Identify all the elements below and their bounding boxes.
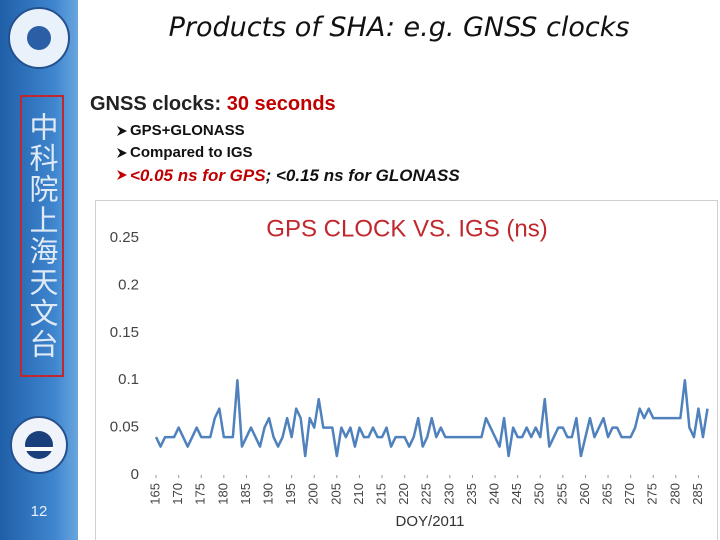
x-tick-label: 170 — [170, 483, 185, 505]
x-tick-label: 225 — [419, 483, 434, 505]
bullet-text: ; <0.15 ns for GLONASS — [265, 166, 460, 185]
x-tick-label: 185 — [238, 483, 253, 505]
chart-title: GPS CLOCK VS. IGS (ns) — [266, 215, 547, 242]
x-tick-label: 270 — [622, 483, 637, 505]
y-tick-label: 0.25 — [110, 229, 139, 246]
x-tick-label: 195 — [283, 483, 298, 505]
y-tick-label: 0.2 — [118, 276, 139, 293]
x-tick-label: 190 — [260, 483, 275, 505]
x-tick-label: 210 — [351, 483, 366, 505]
x-tick-label: 240 — [486, 483, 501, 505]
x-tick-label: 200 — [306, 483, 321, 505]
slide-title: Products of SHA: e.g. GNSS clocks — [168, 12, 630, 43]
x-tick-label: 220 — [396, 483, 411, 505]
y-tick-label: 0.1 — [118, 371, 139, 388]
x-tick-label: 215 — [373, 483, 388, 505]
x-axis-label: DOY/2011 — [396, 513, 465, 530]
x-tick-label: 245 — [509, 483, 524, 505]
x-tick-label: 175 — [193, 483, 208, 505]
data-line — [154, 378, 709, 458]
heading-label: GNSS clocks: — [90, 93, 227, 115]
y-tick-label: 0.15 — [110, 324, 139, 341]
sidebar: 中科院上海天文台 12 — [0, 0, 78, 540]
x-tick-label: 230 — [441, 483, 456, 505]
x-tick-label: 235 — [464, 483, 479, 505]
y-tick-label: 0.05 — [110, 419, 139, 436]
bullet-text: Compared to IGS — [130, 144, 253, 161]
x-tick-label: 255 — [554, 483, 569, 505]
page-number: 12 — [30, 503, 48, 520]
x-tick-label: 285 — [690, 483, 705, 505]
chart: GPS CLOCK VS. IGS (ns) DOY/2011 0 0.05 0.1… — [95, 200, 718, 540]
chart-frame — [95, 200, 718, 540]
x-tick-label: 165 — [147, 483, 162, 505]
bullet: GPS+GLONASS — [117, 122, 245, 139]
x-tick-label: 180 — [215, 483, 230, 505]
x-tick-label: 205 — [328, 483, 343, 505]
bullet: Compared to IGS — [117, 144, 253, 161]
heading: GNSS clocks: 30 seconds — [90, 93, 336, 116]
bullet: <0.05 ns for GPS; <0.15 ns for GLONASS — [117, 166, 460, 186]
heading-value: 30 seconds — [226, 93, 336, 115]
bullet-text: <0.05 ns for GPS — [130, 166, 266, 185]
x-tick-label: 280 — [667, 483, 682, 505]
y-tick-label: 0 — [131, 466, 139, 483]
x-tick-label: 275 — [645, 483, 660, 505]
sidebar-text: 中科院上海天文台 — [20, 95, 64, 377]
x-tick-label: 250 — [532, 483, 547, 505]
x-tick-label: 265 — [599, 483, 614, 505]
x-tick-label: 260 — [577, 483, 592, 505]
bullet-text: GPS+GLONASS — [130, 122, 245, 139]
logos — [8, 7, 70, 474]
